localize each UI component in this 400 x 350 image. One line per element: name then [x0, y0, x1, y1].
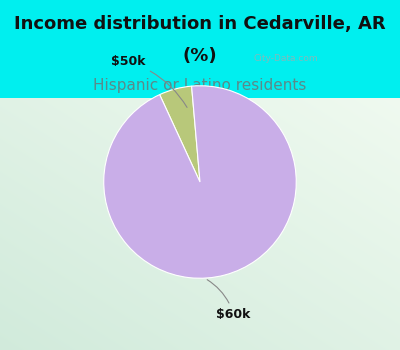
Text: $60k: $60k: [207, 280, 251, 321]
Text: $50k: $50k: [110, 55, 187, 107]
Text: (%): (%): [183, 47, 217, 65]
Wedge shape: [104, 86, 296, 278]
Text: City-Data.com: City-Data.com: [254, 54, 318, 63]
Text: Income distribution in Cedarville, AR: Income distribution in Cedarville, AR: [14, 15, 386, 33]
Wedge shape: [160, 86, 200, 182]
Text: Hispanic or Latino residents: Hispanic or Latino residents: [93, 78, 307, 93]
